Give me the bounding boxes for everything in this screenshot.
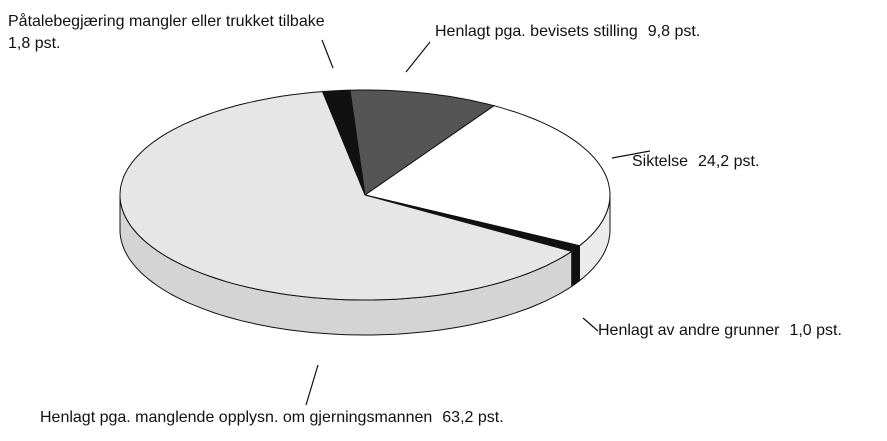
leader-lines <box>305 39 651 406</box>
pie <box>119 89 611 336</box>
leader-line <box>321 39 334 69</box>
pie-slice <box>119 91 573 301</box>
slice-label: Henlagt pga. bevisets stilling 9,8 pst. <box>435 23 700 40</box>
leader-line <box>611 150 651 159</box>
slice-label: Påtalebegjæring mangler eller trukket ti… <box>8 12 325 52</box>
slice-label: Henlagt av andre grunner 1,0 pst. <box>598 322 842 339</box>
pie-side <box>571 244 580 288</box>
slice-name: Påtalebegjæring mangler eller trukket ti… <box>8 12 325 30</box>
pie-slice <box>349 89 496 196</box>
leader-line <box>305 364 319 406</box>
slice-value-label: 63,2 pst. <box>442 409 503 426</box>
slice-name: Henlagt pga. manglende opplysn. om gjern… <box>40 409 432 426</box>
pie-slice <box>363 105 611 247</box>
slice-value-label: 24,2 pst. <box>698 153 759 170</box>
slice-label: Siktelse 24,2 pst. <box>632 153 759 170</box>
slice-value-label: 1,8 pst. <box>8 35 60 52</box>
slice-name: Henlagt av andre grunner <box>598 322 780 339</box>
slice-value-label: 1,0 pst. <box>789 322 841 339</box>
slice-label: Henlagt pga. manglende opplysn. om gjern… <box>40 409 504 426</box>
leader-line <box>582 317 599 332</box>
slice-name: Henlagt pga. bevisets stilling <box>435 23 638 40</box>
slice-name: Siktelse <box>632 153 688 170</box>
slice-value-label: 9,8 pst. <box>648 23 700 40</box>
leader-line <box>405 41 431 73</box>
